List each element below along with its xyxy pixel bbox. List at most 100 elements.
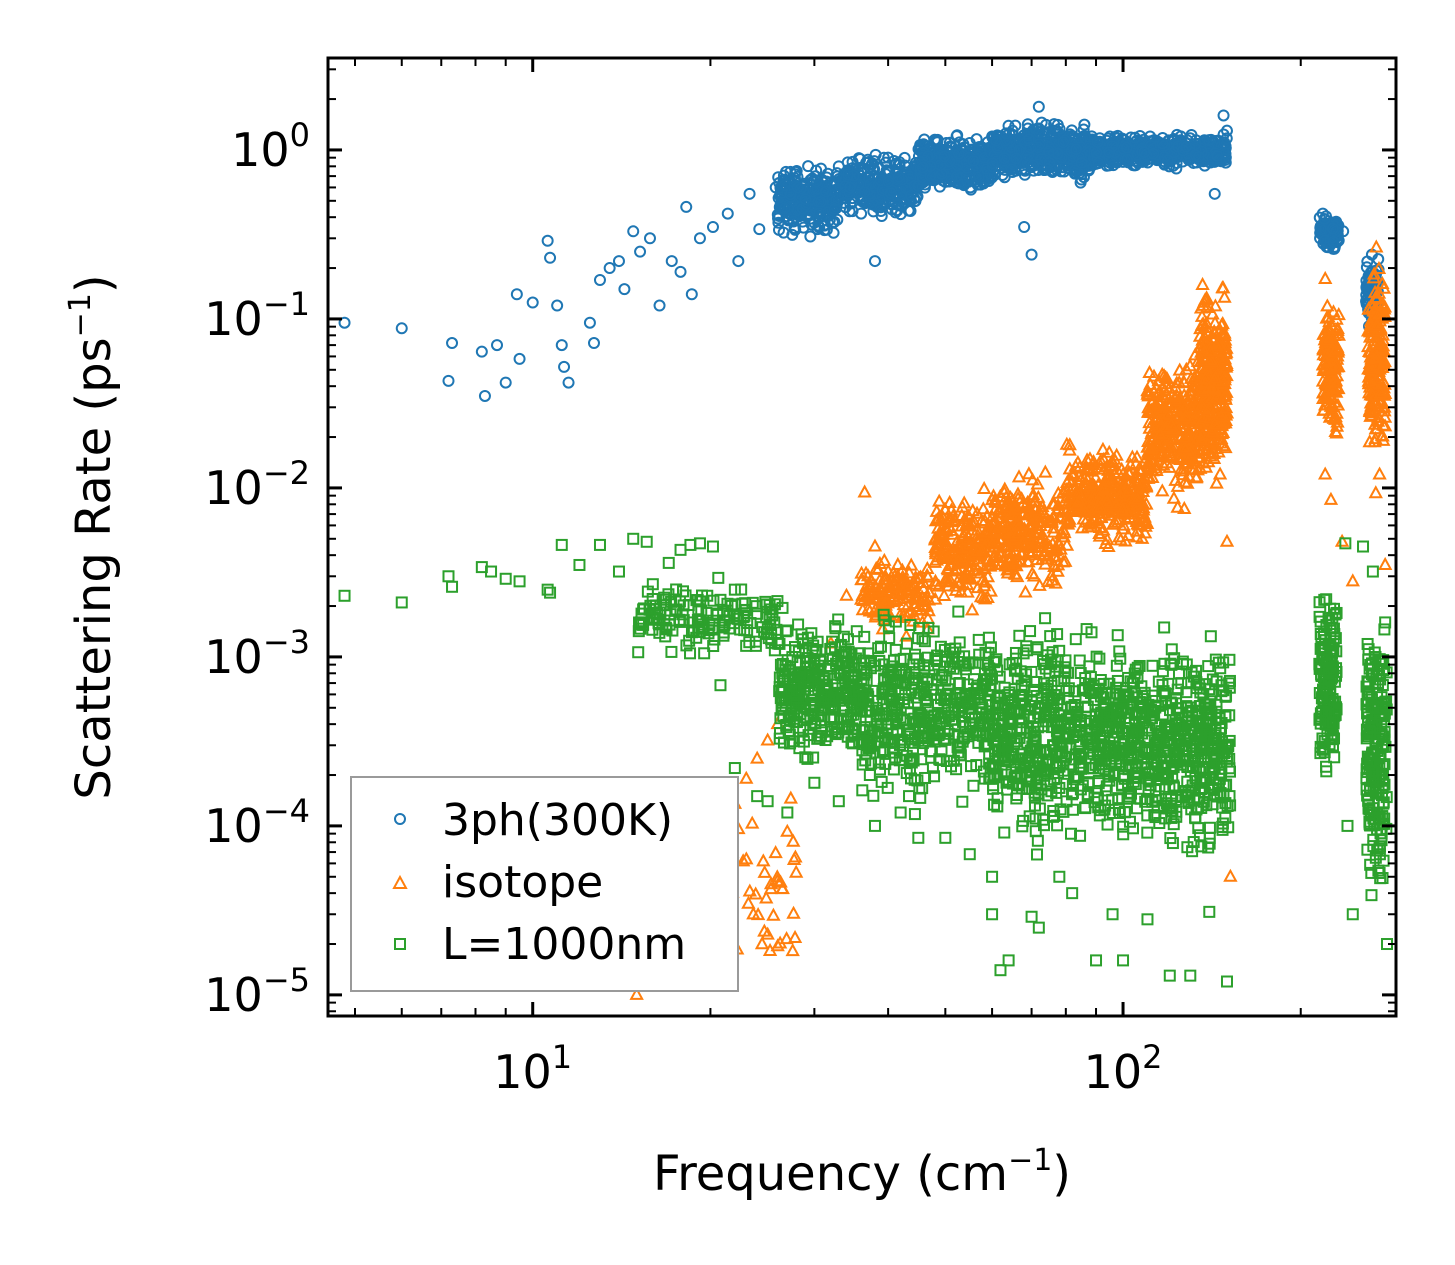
data-point-square <box>499 572 512 585</box>
data-point-circle <box>938 150 951 163</box>
data-point-circle <box>551 299 564 312</box>
data-point-square <box>1090 954 1103 967</box>
data-point-circle <box>800 198 813 211</box>
data-point-circle <box>1069 164 1082 177</box>
data-point-circle <box>558 360 571 373</box>
data-point-triangle <box>760 732 775 746</box>
data-point-square <box>674 543 687 556</box>
data-point-square <box>808 776 821 789</box>
data-point-circle <box>1217 109 1230 122</box>
data-point-triangle <box>1155 483 1170 497</box>
data-point-circle <box>842 168 855 181</box>
data-point-triangle <box>768 845 783 859</box>
data-point-square <box>867 789 880 802</box>
data-point-circle <box>998 152 1011 165</box>
data-point-circle <box>896 173 909 186</box>
data-point-square <box>338 589 351 602</box>
data-point-square <box>972 633 985 646</box>
data-point-circle <box>784 188 797 201</box>
data-point-circle <box>555 339 568 352</box>
data-point-circle <box>826 216 839 229</box>
data-point-circle <box>839 180 852 193</box>
data-point-circle <box>583 316 596 329</box>
data-point-circle <box>928 133 941 146</box>
data-point-circle <box>786 228 799 241</box>
data-point-circle <box>1023 133 1036 146</box>
data-point-triangle <box>1320 298 1335 312</box>
data-point-circle <box>541 234 554 247</box>
data-point-circle <box>950 130 963 143</box>
data-point-circle <box>1009 119 1022 132</box>
data-point-circle <box>854 153 867 166</box>
data-point-square <box>939 831 952 844</box>
data-point-circle <box>772 171 785 184</box>
data-point-square <box>1163 969 1176 982</box>
data-point-circle <box>945 172 958 185</box>
data-point-circle <box>868 255 881 268</box>
data-point-circle <box>924 160 937 173</box>
data-point-triangle <box>1372 466 1387 480</box>
data-point-square <box>1053 870 1066 883</box>
data-point-triangle <box>1011 469 1027 483</box>
data-point-square <box>781 806 794 819</box>
data-point-triangle <box>976 480 992 494</box>
data-point-circle <box>1032 100 1045 113</box>
data-point-triangle <box>766 907 781 921</box>
data-point-triangle <box>1334 533 1350 547</box>
data-point-circle <box>587 337 600 350</box>
data-point-circle <box>888 154 901 167</box>
data-point-circle <box>1220 124 1233 137</box>
data-point-circle <box>904 189 917 202</box>
data-point-square <box>881 781 894 794</box>
data-point-square <box>894 806 907 819</box>
data-point-square <box>632 646 645 659</box>
data-point-circle <box>338 316 351 329</box>
data-point-square <box>442 570 455 583</box>
data-point-square <box>1002 954 1015 967</box>
data-point-circle <box>593 273 606 286</box>
data-point-square <box>684 538 697 551</box>
data-point-circle <box>1078 118 1091 131</box>
data-point-triangle <box>932 493 947 507</box>
data-point-circle <box>869 148 882 161</box>
data-point-circle <box>810 175 823 188</box>
data-point-circle <box>779 165 792 178</box>
data-point-circle <box>603 262 616 275</box>
data-point-triangle <box>1377 556 1393 570</box>
data-point-square <box>1203 905 1216 918</box>
data-point-square <box>735 583 748 596</box>
data-point-square <box>952 605 965 618</box>
data-point-circle <box>475 345 488 358</box>
data-point-circle <box>973 170 986 183</box>
data-point-circle <box>844 181 857 194</box>
data-point-circle <box>841 156 854 169</box>
data-point-circle <box>653 299 666 312</box>
data-point-square <box>875 775 888 788</box>
data-point-triangle <box>754 936 770 950</box>
data-point-circle <box>634 245 647 258</box>
data-point-square <box>728 762 741 775</box>
data-point-circle <box>1053 122 1066 135</box>
data-point-circle <box>967 154 980 167</box>
data-point-square <box>706 540 719 553</box>
data-point-triangle <box>780 823 795 837</box>
data-point-circle <box>721 207 734 220</box>
data-point-triangle <box>1323 491 1339 505</box>
data-point-circle <box>627 225 640 238</box>
data-point-circle <box>732 255 745 268</box>
data-point-square <box>751 790 764 803</box>
data-point-circle <box>796 180 809 193</box>
data-point-circle <box>1074 176 1087 189</box>
data-point-square <box>740 639 753 652</box>
data-point-circle <box>892 170 905 183</box>
data-point-circle <box>1208 187 1221 200</box>
data-point-circle <box>680 200 693 213</box>
data-point-circle <box>491 339 504 352</box>
data-point-square <box>1357 540 1370 553</box>
data-point-circle <box>693 232 706 245</box>
data-point-circle <box>499 376 512 389</box>
data-point-circle <box>874 205 887 218</box>
data-point-square <box>1025 910 1038 923</box>
data-point-square <box>612 565 625 578</box>
data-point-triangle <box>745 815 760 829</box>
